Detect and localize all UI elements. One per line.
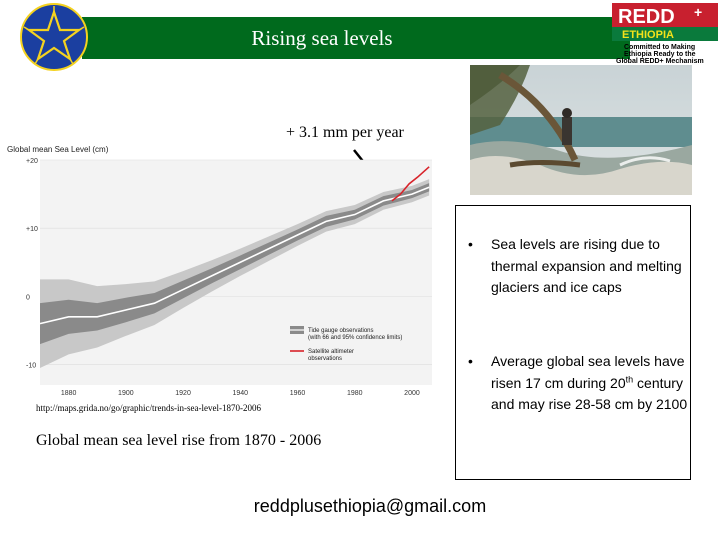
bullet-mark: • <box>468 236 473 252</box>
svg-text:REDD: REDD <box>618 6 675 28</box>
svg-text:Committed to Making: Committed to Making <box>624 44 695 51</box>
x-tick-label: 1880 <box>61 390 77 397</box>
legend-label: Satellite altimeter <box>308 349 354 355</box>
source-url: http://maps.grida.no/go/graphic/trends-i… <box>36 403 261 413</box>
svg-text:Ethiopia Ready to the: Ethiopia Ready to the <box>624 51 696 58</box>
chart-caption: Global mean sea level rise from 1870 - 2… <box>36 432 322 449</box>
svg-text:ETHIOPIA: ETHIOPIA <box>622 29 674 41</box>
y-tick-label: +10 <box>26 226 38 233</box>
svg-text:+: + <box>694 4 702 20</box>
tide-gauge-band-95 <box>40 179 430 368</box>
bullet-text: Average global sea levels have risen 17 … <box>491 353 688 412</box>
svg-text:Global REDD+ Mechanism: Global REDD+ Mechanism <box>616 58 704 65</box>
legend-label: Tide gauge observations <box>308 328 374 334</box>
bullet-text: Sea levels are rising due to thermal exp… <box>491 236 682 295</box>
x-tick-label: 1980 <box>347 390 363 397</box>
contact-email: reddplusethiopia@gmail.com <box>253 496 487 516</box>
y-tick-label: 0 <box>26 294 30 301</box>
x-tick-label: 1920 <box>175 390 191 397</box>
title-bar <box>82 17 630 59</box>
tide-gauge-band-66 <box>40 183 430 345</box>
coastal-erosion-photo <box>470 65 692 195</box>
x-tick-label: 1960 <box>290 390 306 397</box>
ethiopia-emblem-icon <box>20 3 88 71</box>
bullet-mark: • <box>468 353 473 369</box>
bullet-box: • Sea levels are rising due to thermal e… <box>455 205 691 480</box>
x-tick-label: 1940 <box>233 390 249 397</box>
sea-level-chart: Global mean Sea Level (cm) +20 +10 0 -10 18… <box>7 145 432 397</box>
legend-detail: observations <box>308 356 342 362</box>
redd-plus-ethiopia-logo-icon: REDD + ETHIOPIA Committed to Making Ethi… <box>612 3 718 65</box>
legend-detail: (with 66 and 95% confidence limits) <box>308 335 402 341</box>
x-tick-label: 2000 <box>404 390 420 397</box>
x-tick-label: 1900 <box>118 390 134 397</box>
chart-title: Global mean Sea Level (cm) <box>7 145 109 154</box>
satellite-line <box>391 166 430 202</box>
chart-legend: Tide gauge observations(with 66 and 95% … <box>290 326 402 362</box>
y-tick-label: -10 <box>26 363 36 370</box>
rate-annotation: + 3.1 mm per year <box>286 124 404 141</box>
y-tick-label: +20 <box>26 158 38 165</box>
slide-title: Rising sea levels <box>251 26 393 50</box>
tide-gauge-line <box>39 186 430 325</box>
